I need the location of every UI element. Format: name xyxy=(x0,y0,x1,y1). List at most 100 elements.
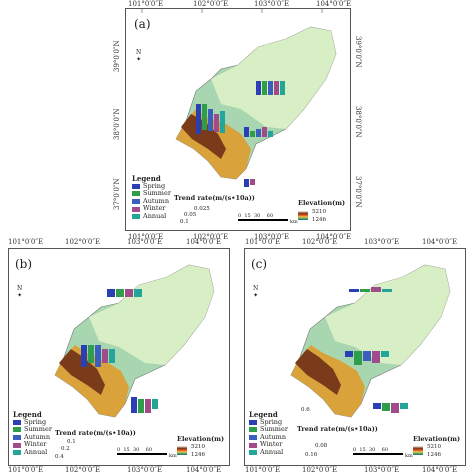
bar xyxy=(262,81,267,95)
lat-label: 38°0′0″N xyxy=(354,106,362,138)
bar xyxy=(382,289,392,292)
legend-item-winter: Winter xyxy=(13,441,52,449)
bar xyxy=(400,403,408,409)
legend-item-autumn: Autumn xyxy=(249,433,288,442)
bar xyxy=(345,351,353,357)
panel-label: (a) xyxy=(134,17,151,31)
legend-item-summer: Summer xyxy=(249,426,288,434)
high-mountains-shape xyxy=(181,114,226,159)
bar xyxy=(244,127,249,137)
swatch-icon xyxy=(132,199,140,205)
lon-label: 101°0′0″E xyxy=(245,466,281,474)
elevation-colorbar xyxy=(413,446,423,455)
legend-item-spring: Spring xyxy=(132,182,171,191)
scale-label: 0 xyxy=(117,447,121,453)
bar xyxy=(134,289,142,297)
trend-tick: 0.1 xyxy=(67,439,76,445)
lat-label: 38°0′0″N xyxy=(113,108,121,140)
bar xyxy=(107,289,115,297)
scale-label: 60 xyxy=(381,447,389,453)
elevation-max: 5210 xyxy=(312,209,326,215)
panel-label: (c) xyxy=(251,257,268,271)
swatch-icon xyxy=(249,419,257,425)
trend-tick: 0.6 xyxy=(301,407,310,413)
lon-label: 103°0′0″E xyxy=(254,0,290,8)
lon-label: 103°0′0″E xyxy=(127,238,163,246)
bar xyxy=(262,127,267,137)
legend-item-summer: Summer xyxy=(132,190,171,198)
bar xyxy=(138,399,144,413)
legend-title: Legend xyxy=(13,410,42,419)
bar xyxy=(373,403,381,409)
elevation-max: 5210 xyxy=(191,444,205,450)
lon-label: 102°0′0″E xyxy=(193,0,229,8)
bar xyxy=(81,345,87,367)
legend: Legend Spring Summer Autumn Winter Annua… xyxy=(132,175,171,221)
high-mountains-shape xyxy=(295,349,341,395)
graticule-ticks xyxy=(141,9,323,13)
legend-label: Summer xyxy=(260,425,288,434)
trend-bars-b xyxy=(81,289,158,413)
trend-title: Trend rate(m/(s•10a)) xyxy=(297,425,378,433)
bar xyxy=(268,81,273,95)
legend-label: Autumn xyxy=(24,432,51,441)
legend-label: Summer xyxy=(143,189,171,198)
high-mountains-shape xyxy=(59,349,105,395)
lat-label: 37°0′0″N xyxy=(113,178,121,210)
bar xyxy=(95,345,101,367)
legend-item-spring: Spring xyxy=(13,417,52,427)
swatch-icon xyxy=(249,435,257,441)
elevation-min: 1246 xyxy=(312,217,326,223)
bar xyxy=(250,131,255,137)
legend-item-autumn: Autumn xyxy=(132,196,171,206)
lon-label: 102°0′0″E xyxy=(302,238,338,246)
trend-tick: 0.4 xyxy=(55,454,64,460)
lon-label: 102°0′0″E xyxy=(65,466,101,474)
trend-tick: 0.05 xyxy=(184,212,197,218)
plains-shape xyxy=(89,265,214,365)
swatch-icon xyxy=(132,183,140,189)
trend-tick: 0.2 xyxy=(61,446,70,452)
elevation-colorbar xyxy=(177,446,187,455)
bar xyxy=(382,403,390,411)
bar xyxy=(372,351,380,363)
bar xyxy=(256,129,261,137)
lon-label: 102°0′0″E xyxy=(65,238,101,246)
legend-item-annual: Annual xyxy=(249,448,288,457)
legend-item-annual: Annual xyxy=(132,212,171,221)
scale-label: 15 xyxy=(359,447,366,453)
legend-item-winter: Winter xyxy=(249,441,288,449)
scale-label: 30 xyxy=(132,447,140,453)
bar xyxy=(116,289,124,297)
lon-label: 101°0′0″E xyxy=(245,238,281,246)
lat-label: 37°0′0″N xyxy=(354,176,362,208)
scale-unit: km xyxy=(405,453,413,459)
scale-unit: km xyxy=(290,219,298,225)
scale-bar: 0 15 30 60 km xyxy=(353,447,413,459)
bar xyxy=(131,397,137,413)
lat-label: 39°0′0″N xyxy=(113,40,121,72)
legend-label: Autumn xyxy=(143,196,170,205)
legend-label: Winter xyxy=(143,204,166,213)
legend-item-summer: Summer xyxy=(13,426,52,434)
bar xyxy=(88,345,94,363)
elevation-title: Elevation(m) xyxy=(413,435,461,443)
trend-tick: 0.025 xyxy=(194,206,210,212)
panel-label: (b) xyxy=(15,257,33,271)
bar xyxy=(363,351,371,361)
elevation-max: 5210 xyxy=(427,444,441,450)
elevation-min: 1246 xyxy=(191,452,205,458)
bar xyxy=(349,289,359,292)
lon-label: 104°0′0″E xyxy=(422,238,458,246)
trend-title: Trend rate(m/(s•10a)) xyxy=(55,429,136,437)
trend-tick: 0.1 xyxy=(180,219,189,225)
bar xyxy=(102,349,108,363)
legend: Legend Spring Summer Autumn Winter Annua… xyxy=(249,411,288,457)
scale-label: 30 xyxy=(368,447,376,453)
swatch-icon xyxy=(13,442,21,448)
elevation-colorbar xyxy=(298,211,308,220)
legend-label: Spring xyxy=(24,417,47,426)
trend-tick: 0.08 xyxy=(315,443,328,449)
bar xyxy=(244,179,249,187)
lon-label: 103°0′0″E xyxy=(364,466,400,474)
